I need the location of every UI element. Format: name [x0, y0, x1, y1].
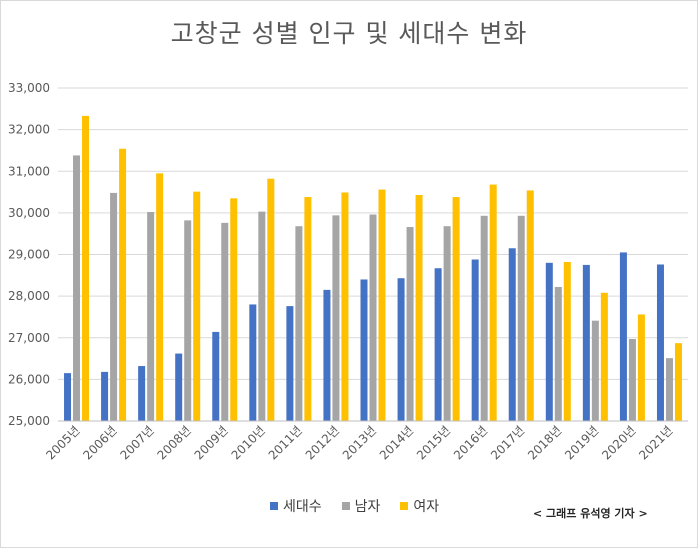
bar-male [147, 212, 155, 421]
x-tick-label: 2007년 [117, 423, 156, 462]
bar-female [674, 343, 682, 421]
x-tick-label: 2019년 [562, 423, 601, 462]
bar-female [304, 197, 312, 421]
bar-households [64, 373, 72, 421]
bar-households [397, 278, 405, 421]
bar-male [184, 220, 192, 421]
bar-male [110, 192, 118, 421]
bar-households [582, 264, 590, 421]
bar-households [471, 259, 479, 421]
legend-item-female: 여자 [400, 496, 439, 516]
x-tick-label: 2017년 [488, 423, 527, 462]
y-tick-label: 33,000 [8, 81, 50, 95]
bar-households [656, 264, 664, 421]
bar-male [73, 155, 81, 421]
y-tick-label: 28,000 [8, 289, 50, 303]
bar-female [637, 314, 645, 421]
x-tick-label: 2016년 [451, 423, 490, 462]
x-tick-label: 2021년 [636, 423, 675, 462]
bar-male [369, 214, 377, 421]
y-tick-label: 31,000 [8, 164, 50, 178]
bar-female [415, 194, 423, 421]
legend-swatch-male [341, 502, 350, 510]
x-tick-label: 2011년 [266, 423, 305, 462]
x-tick-label: 2018년 [525, 423, 564, 462]
y-tick-label: 27,000 [8, 331, 50, 345]
legend-item-households: 세대수 [270, 496, 322, 516]
bar-male [221, 222, 229, 421]
y-tick-label: 26,000 [8, 372, 50, 386]
bar-female [193, 191, 201, 421]
credit-text: < 그래프 유석영 기자 > [533, 507, 648, 520]
y-tick-label: 25,000 [8, 414, 50, 428]
bar-female [267, 178, 275, 421]
legend-label-male: 남자 [354, 499, 381, 515]
bar-female [563, 261, 571, 421]
bar-female [82, 115, 90, 422]
bar-households [138, 366, 146, 421]
x-tick-label: 2010년 [229, 423, 268, 462]
bar-households [101, 371, 109, 421]
bar-households [434, 268, 442, 421]
legend-label-households: 세대수 [283, 499, 322, 515]
bar-male [332, 215, 340, 421]
bar-female [452, 197, 460, 421]
bar-female [600, 292, 608, 421]
x-tick-label: 2006년 [80, 423, 119, 462]
bar-households [619, 252, 627, 421]
x-tick-label: 2008년 [155, 423, 194, 462]
bar-households [175, 353, 183, 421]
bar-male [406, 227, 414, 421]
bar-female [156, 173, 164, 421]
bar-households [286, 306, 294, 421]
bar-male [258, 211, 266, 421]
bar-female [341, 192, 349, 421]
y-tick-label: 29,000 [8, 248, 50, 262]
x-tick-label: 2005년 [43, 423, 82, 462]
bar-households [212, 331, 220, 421]
bar-female [526, 190, 534, 421]
bar-male [628, 338, 636, 421]
y-tick-label: 32,000 [8, 123, 50, 137]
x-tick-label: 2009년 [192, 423, 231, 462]
bar-households [360, 279, 368, 421]
legend-swatch-female [400, 502, 409, 510]
bar-female [119, 148, 127, 421]
bar-male [591, 320, 599, 421]
legend-item-male: 남자 [341, 496, 381, 516]
bar-male [517, 215, 525, 421]
bar-households [249, 304, 257, 421]
legend-swatch-households [270, 502, 278, 510]
bar-female [489, 184, 497, 421]
bar-male [443, 226, 451, 421]
chart-title: 고창군 성별 인구 및 세대수 변화 [170, 19, 528, 48]
bar-male [665, 358, 673, 421]
bar-households [545, 262, 553, 421]
x-tick-label: 2013년 [340, 423, 379, 462]
x-tick-label: 2015년 [414, 423, 453, 462]
chart-legend: 세대수 남자 여자 [270, 496, 439, 516]
bar-male [554, 286, 562, 421]
y-tick-label: 30,000 [8, 206, 50, 220]
x-tick-label: 2020년 [599, 423, 638, 462]
bar-households [508, 248, 516, 421]
bar-households [323, 289, 331, 421]
x-tick-label: 2014년 [377, 423, 416, 462]
legend-label-female: 여자 [413, 499, 440, 515]
bar-female [230, 198, 238, 421]
x-tick-label: 2012년 [303, 423, 342, 462]
bar-male [480, 215, 488, 421]
bar-male [295, 226, 303, 421]
bar-female [378, 189, 386, 421]
